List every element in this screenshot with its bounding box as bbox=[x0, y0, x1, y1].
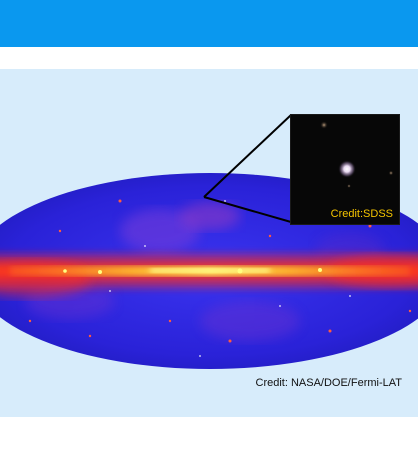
sdss-inset-image: Credit:SDSS bbox=[290, 114, 400, 225]
image-credit-label: Credit: NASA/DOE/Fermi-LAT bbox=[255, 377, 403, 389]
figure-panel: Credit:SDSS Credit: NASA/DOE/Fermi-LAT bbox=[0, 69, 418, 417]
inset-credit-label: Credit:SDSS bbox=[330, 208, 393, 220]
footer-spacer bbox=[0, 417, 418, 455]
header-bar bbox=[0, 0, 418, 47]
header-spacer bbox=[0, 47, 418, 69]
